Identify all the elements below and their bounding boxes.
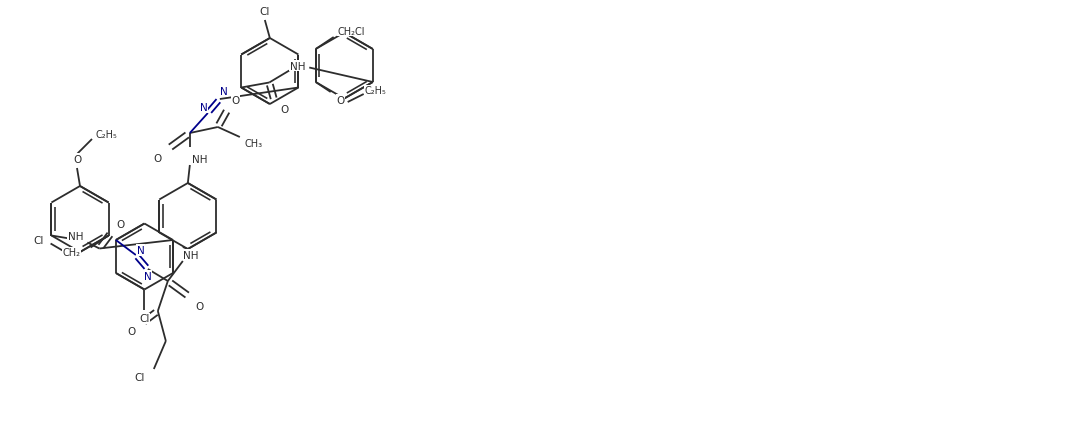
Text: N: N [220, 87, 228, 97]
Text: O: O [117, 220, 124, 230]
Text: O: O [127, 326, 136, 336]
Text: N: N [137, 246, 145, 255]
Text: O: O [73, 155, 81, 165]
Text: C₂H₅: C₂H₅ [365, 86, 386, 96]
Text: N: N [200, 103, 208, 113]
Text: Cl: Cl [260, 7, 270, 17]
Text: NH: NH [68, 232, 83, 242]
Text: N: N [144, 271, 152, 281]
Text: O: O [232, 96, 240, 106]
Text: O: O [195, 301, 204, 311]
Text: Cl: Cl [139, 314, 150, 324]
Text: NH: NH [192, 155, 207, 165]
Text: NH: NH [183, 250, 199, 261]
Text: CH₃: CH₃ [245, 139, 263, 149]
Text: O: O [153, 154, 162, 164]
Text: NH: NH [289, 61, 305, 71]
Text: O: O [337, 96, 345, 106]
Text: O: O [281, 104, 288, 114]
Text: Cl: Cl [135, 372, 145, 382]
Text: Cl: Cl [33, 236, 44, 246]
Text: CH₂: CH₂ [63, 248, 81, 258]
Text: CH₂Cl: CH₂Cl [338, 27, 366, 37]
Text: C₂H₅: C₂H₅ [95, 130, 117, 140]
